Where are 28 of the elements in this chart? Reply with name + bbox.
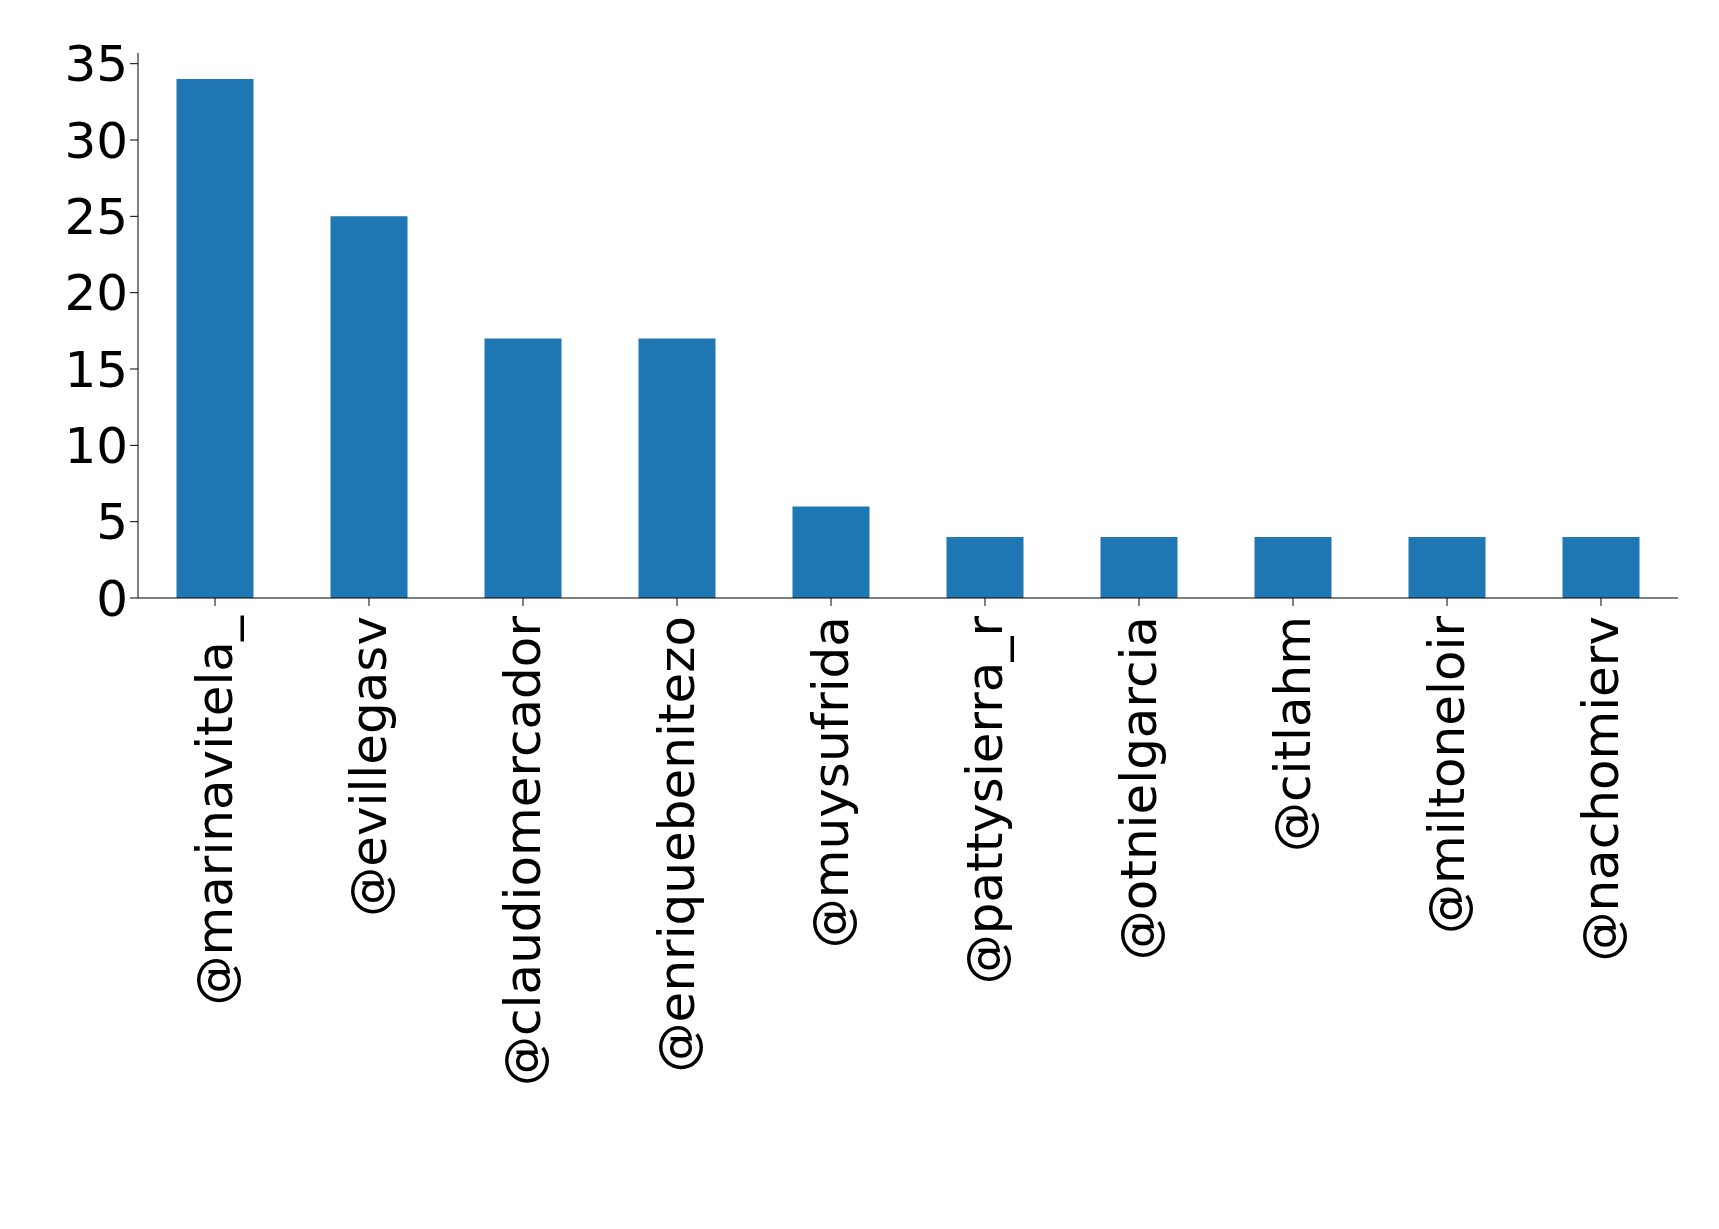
y-tick-label: 35	[64, 35, 128, 94]
y-tick-label: 10	[64, 417, 128, 476]
bar	[1100, 536, 1178, 598]
x-tick-label: @marinavitela_	[186, 615, 244, 1006]
x-tick-label: @evillegasv	[340, 616, 398, 917]
x-tick-label: @otnielgarcia	[1110, 616, 1168, 961]
x-tick-label: @enriquebenitezo	[648, 616, 706, 1073]
bar	[946, 536, 1024, 598]
y-tick-label: 15	[64, 340, 128, 399]
x-tick-label: @claudiomercador	[494, 615, 552, 1086]
x-tick-label: @pattysierra_r	[956, 615, 1014, 985]
bar	[638, 338, 716, 598]
y-tick-label: 25	[64, 188, 128, 247]
bar	[176, 78, 254, 598]
y-tick-label: 30	[64, 111, 128, 170]
x-tick-label: @nachomierv	[1572, 616, 1630, 962]
bar	[792, 506, 870, 598]
x-tick-label: @citlahm	[1264, 616, 1322, 852]
bar	[1254, 536, 1332, 598]
bar	[484, 338, 562, 598]
y-tick-label: 20	[64, 264, 128, 323]
bar	[330, 216, 408, 598]
y-tick-label: 5	[96, 493, 128, 552]
bar	[1562, 536, 1640, 598]
y-tick-label: 0	[96, 569, 128, 628]
bar	[1408, 536, 1486, 598]
x-tick-label: @miltoneloir	[1418, 615, 1476, 935]
x-tick-label: @muysufrida	[802, 616, 860, 949]
